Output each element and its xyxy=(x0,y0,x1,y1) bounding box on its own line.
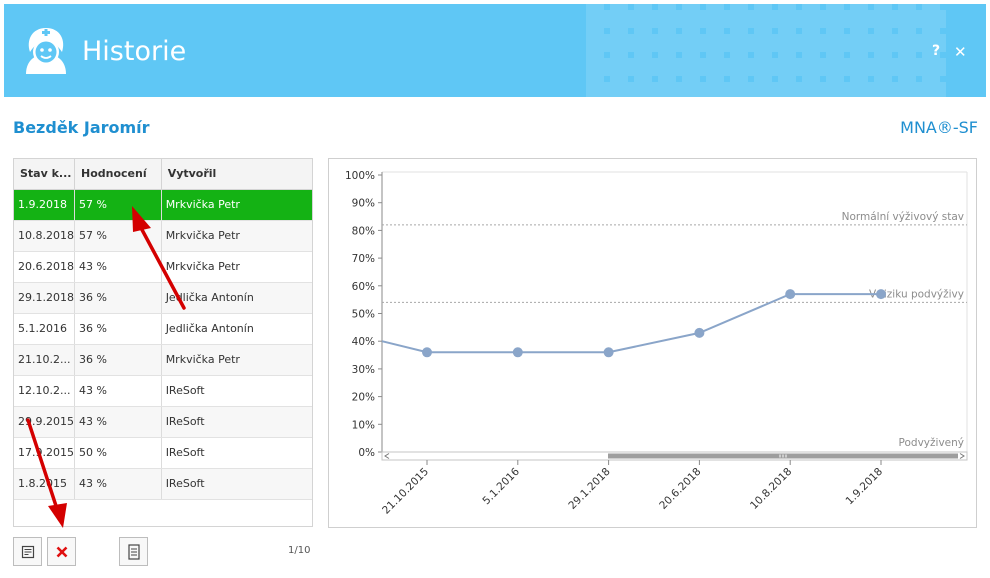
cell-date: 12.10.2... xyxy=(14,375,75,407)
cell-author: Mrkvička Petr xyxy=(161,344,312,376)
cell-score: 36 % xyxy=(74,313,162,345)
delete-record-button[interactable] xyxy=(47,537,76,566)
reference-line-label: Podvyživený xyxy=(899,437,964,449)
help-button[interactable]: ? xyxy=(932,43,941,59)
cell-author: Mrkvička Petr xyxy=(161,189,312,221)
column-header-score[interactable]: Hodnocení xyxy=(74,159,162,190)
nurse-face-icon xyxy=(26,28,66,74)
cell-date: 10.8.2018 xyxy=(14,220,75,252)
cell-date: 20.6.2018 xyxy=(14,251,75,283)
table-row[interactable]: 29.1.2018 36 % Jedlička Antonín xyxy=(14,282,312,314)
table-row[interactable]: 10.8.2018 57 % Mrkvička Petr xyxy=(14,220,312,252)
y-tick-label: 10% xyxy=(352,419,375,431)
window-header: Historie ? ✕ xyxy=(4,4,986,97)
table-row[interactable]: 17.9.2015 50 % IReSoft xyxy=(14,437,312,469)
cell-author: IReSoft xyxy=(161,437,312,469)
cell-date: 1.8.2015 xyxy=(14,468,75,500)
y-tick-label: 40% xyxy=(352,336,375,348)
y-tick-label: 80% xyxy=(352,225,375,237)
table-row[interactable]: 20.6.2018 43 % Mrkvička Petr xyxy=(14,251,312,283)
cell-date: 21.10.2... xyxy=(14,344,75,376)
x-tick-label: 10.8.2018 xyxy=(748,466,794,512)
cell-date: 29.1.2018 xyxy=(14,282,75,314)
y-tick-label: 50% xyxy=(352,309,375,321)
scroll-right-arrow xyxy=(959,453,965,459)
table-row[interactable]: 1.9.2018 57 % Mrkvička Petr xyxy=(14,189,312,221)
cell-score: 43 % xyxy=(74,375,162,407)
chart-svg: 0% 10% 20% 30% 40% 50% 60% 70% 80% 90% 100% Normáln… xyxy=(345,170,968,517)
data-point xyxy=(603,347,614,358)
x-tick-label: 5.1.2016 xyxy=(480,465,522,507)
x-tick-label: 20.6.2018 xyxy=(657,466,703,512)
patient-name: Bezděk Jaromír xyxy=(13,118,150,137)
edit-record-button[interactable] xyxy=(13,537,42,566)
table-row[interactable]: 12.10.2... 43 % IReSoft xyxy=(14,375,312,407)
table-row[interactable]: 1.8.2015 43 % IReSoft xyxy=(14,468,312,500)
cell-author: Mrkvička Petr xyxy=(161,251,312,283)
cell-author: IReSoft xyxy=(161,375,312,407)
cell-date: 29.9.2015 xyxy=(14,406,75,438)
column-header-date[interactable]: Stav k... xyxy=(14,159,75,190)
cell-author: IReSoft xyxy=(161,406,312,438)
test-name: MNA®-SF xyxy=(900,118,978,137)
header-pattern xyxy=(586,4,946,97)
edit-record-icon xyxy=(21,545,34,558)
cell-score: 36 % xyxy=(74,282,162,314)
reference-line-label: Normální výživový stav xyxy=(842,211,964,223)
cell-author: IReSoft xyxy=(161,468,312,500)
y-tick-label: 0% xyxy=(358,447,375,459)
table-header-row: Stav k... Hodnocení Vytvořil xyxy=(14,159,312,190)
y-tick-label: 20% xyxy=(352,392,375,404)
data-point xyxy=(876,289,886,300)
delete-x-icon xyxy=(56,546,67,557)
cell-score: 43 % xyxy=(74,251,162,283)
cell-author: Jedlička Antonín xyxy=(161,313,312,345)
cell-score: 43 % xyxy=(74,468,162,500)
reference-line-label: V riziku podvýživy xyxy=(869,288,964,300)
cell-date: 5.1.2016 xyxy=(14,313,75,345)
y-tick-label: 100% xyxy=(345,170,375,182)
cell-score: 57 % xyxy=(74,220,162,252)
data-point xyxy=(512,347,523,358)
close-button[interactable]: ✕ xyxy=(954,43,967,61)
window-title: Historie xyxy=(82,36,187,67)
cell-author: Jedlička Antonín xyxy=(161,282,312,314)
table-row[interactable]: 5.1.2016 36 % Jedlička Antonín xyxy=(14,313,312,345)
data-point xyxy=(785,289,796,300)
cell-score: 43 % xyxy=(74,406,162,438)
history-chart: 0% 10% 20% 30% 40% 50% 60% 70% 80% 90% 100% Normáln… xyxy=(328,158,977,528)
table-row[interactable]: 29.9.2015 43 % IReSoft xyxy=(14,406,312,438)
column-header-author[interactable]: Vytvořil xyxy=(161,159,312,190)
data-point xyxy=(422,347,432,358)
scroll-left-arrow xyxy=(384,453,390,459)
x-tick-label: 21.10.2015 xyxy=(380,466,431,517)
pager-indicator: 1/10 xyxy=(288,545,311,556)
cell-author: Mrkvička Petr xyxy=(161,220,312,252)
cell-date: 1.9.2018 xyxy=(14,189,75,221)
y-tick-label: 70% xyxy=(352,253,375,265)
cell-score: 50 % xyxy=(74,437,162,469)
report-button[interactable] xyxy=(119,537,148,566)
x-tick-label: 29.1.2018 xyxy=(566,466,612,512)
cell-date: 17.9.2015 xyxy=(14,437,75,469)
table-row[interactable]: 21.10.2... 36 % Mrkvička Petr xyxy=(14,344,312,376)
history-table: Stav k... Hodnocení Vytvořil 1.9.2018 57 … xyxy=(13,158,313,527)
y-tick-label: 30% xyxy=(352,364,375,376)
data-point xyxy=(694,327,705,338)
cell-score: 57 % xyxy=(74,189,162,221)
x-tick-label: 1.9.2018 xyxy=(844,466,886,508)
y-tick-label: 60% xyxy=(352,281,375,293)
report-document-icon xyxy=(127,543,140,560)
y-tick-label: 90% xyxy=(352,198,375,210)
cell-score: 36 % xyxy=(74,344,162,376)
